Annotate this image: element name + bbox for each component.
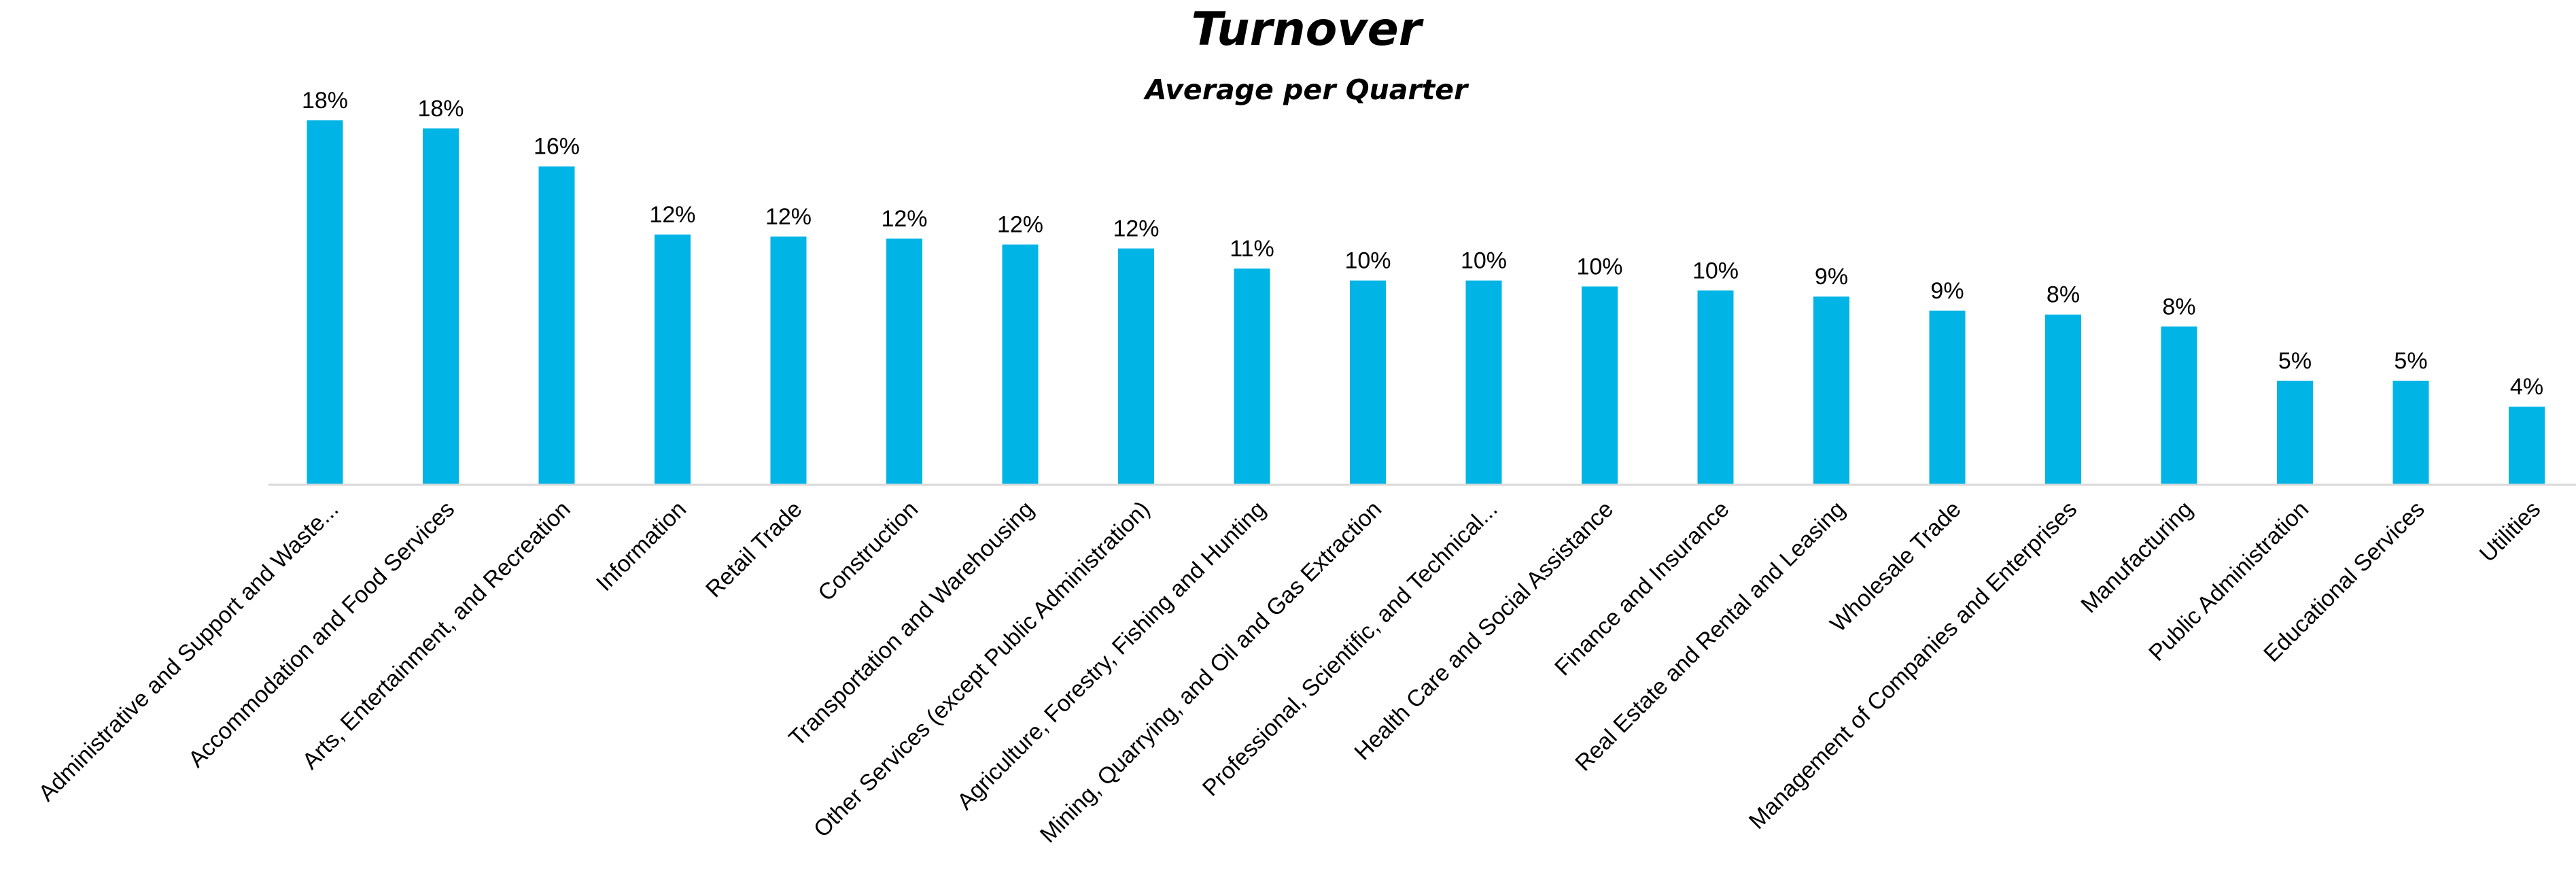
data-label: 12% bbox=[881, 206, 927, 232]
bar bbox=[1929, 310, 1966, 485]
data-label: 10% bbox=[1344, 248, 1391, 274]
chart-subtitle: Average per Quarter bbox=[1143, 73, 1469, 106]
x-tick-label: Manufacturing bbox=[2076, 496, 2197, 618]
bars-layer bbox=[307, 120, 2545, 485]
data-label: 5% bbox=[2278, 348, 2312, 374]
x-tick-label: Accommodation and Food Services bbox=[184, 496, 459, 772]
bar bbox=[1465, 280, 1502, 485]
bar bbox=[2509, 407, 2545, 485]
data-label: 18% bbox=[302, 88, 348, 114]
bar bbox=[307, 120, 343, 485]
data-label: 11% bbox=[1230, 236, 1274, 262]
bar bbox=[538, 166, 575, 485]
bar bbox=[1582, 286, 1618, 485]
data-label: 10% bbox=[1461, 248, 1507, 274]
bar bbox=[886, 238, 922, 485]
bar bbox=[2392, 380, 2429, 485]
data-label: 18% bbox=[417, 96, 464, 122]
x-tick-label: Health Care and Social Assistance bbox=[1349, 496, 1618, 766]
data-label: 10% bbox=[1576, 254, 1622, 279]
bar bbox=[1234, 268, 1270, 485]
chart-title: Turnover bbox=[1191, 3, 1425, 56]
x-tick-label: Construction bbox=[813, 496, 923, 607]
bar bbox=[770, 236, 807, 485]
data-label: 8% bbox=[2162, 294, 2195, 320]
data-label: 12% bbox=[997, 212, 1043, 238]
bar bbox=[423, 128, 459, 485]
data-label: 10% bbox=[1692, 258, 1739, 284]
data-label: 4% bbox=[2510, 374, 2543, 400]
data-label: 12% bbox=[649, 202, 695, 228]
bar bbox=[655, 234, 691, 485]
bar bbox=[2277, 380, 2313, 485]
bar bbox=[1002, 244, 1039, 485]
bar bbox=[1697, 290, 1734, 485]
x-tick-label: Utilities bbox=[2475, 496, 2545, 567]
data-label: 12% bbox=[765, 204, 812, 230]
x-tick-label: Information bbox=[591, 496, 691, 596]
bar bbox=[1118, 248, 1154, 485]
data-label: 9% bbox=[1815, 264, 1848, 290]
bar bbox=[2161, 326, 2197, 485]
x-tick-label: Retail Trade bbox=[701, 496, 807, 603]
x-tick-label: Arts, Entertainment, and Recreation bbox=[298, 496, 576, 774]
data-label: 12% bbox=[1113, 216, 1159, 242]
bar bbox=[2045, 314, 2081, 485]
data-label: 5% bbox=[2394, 348, 2427, 374]
bar bbox=[1350, 280, 1386, 485]
data-label: 8% bbox=[2047, 282, 2080, 308]
data-label: 9% bbox=[1930, 278, 1964, 304]
x-tick-label: Transportation and Warehousing bbox=[784, 496, 1039, 751]
bar bbox=[1813, 296, 1849, 485]
data-labels-layer: 18% 18% 16% 12% 12% 12% 12% 12% 11% 10% 10% 10% 10% 9… bbox=[302, 88, 2543, 400]
tick-labels-layer: Administrative and Support and Waste...A… bbox=[33, 496, 2545, 848]
data-label: 16% bbox=[534, 134, 580, 160]
